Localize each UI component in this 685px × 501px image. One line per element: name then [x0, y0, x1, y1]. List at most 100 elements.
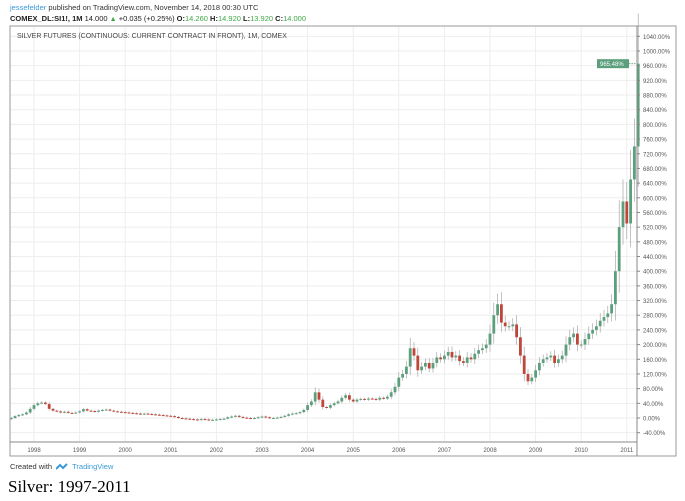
- candle-body: [169, 415, 173, 417]
- candle: [344, 392, 347, 400]
- candle: [234, 414, 237, 418]
- candle-body: [192, 419, 195, 421]
- candle: [93, 409, 97, 413]
- candle: [59, 410, 62, 414]
- x-tick-label: 2001: [164, 448, 178, 454]
- chart-frame: [9, 25, 677, 457]
- footer: Created with TradingView: [10, 462, 113, 471]
- candle-body: [329, 405, 332, 408]
- candle: [226, 416, 230, 420]
- candle-body: [218, 419, 222, 421]
- author-link[interactable]: jessefelder: [10, 3, 47, 12]
- tradingview-link[interactable]: TradingView: [72, 462, 114, 471]
- candle-body: [203, 419, 207, 421]
- candle: [621, 179, 625, 245]
- candle: [382, 396, 385, 400]
- candle: [427, 358, 431, 373]
- candle-body: [82, 409, 85, 412]
- y-tick-label: 680.00%: [643, 167, 667, 173]
- caption: Silver: 1997-2011: [8, 477, 131, 496]
- candle: [44, 401, 47, 406]
- candle-body: [306, 405, 309, 410]
- last-price: 14.000: [84, 14, 108, 23]
- candle: [82, 407, 85, 413]
- axes: -40.00% 0.00% 40.00% 80.00% 120.00% 160.00% 20…: [9, 25, 677, 457]
- candle-body: [188, 418, 192, 420]
- candle-body: [595, 326, 598, 330]
- candle-body: [150, 413, 154, 415]
- candle: [617, 200, 621, 293]
- candle-body: [154, 414, 157, 416]
- candle-body: [397, 377, 401, 387]
- candle-body: [469, 357, 473, 360]
- candle: [332, 401, 336, 407]
- candle: [112, 409, 116, 413]
- candle-body: [435, 357, 439, 363]
- candle-body: [294, 413, 298, 415]
- candle: [629, 149, 632, 248]
- candle-body: [416, 355, 420, 371]
- candle: [587, 326, 591, 345]
- candle: [268, 416, 271, 419]
- candle: [340, 395, 344, 404]
- y-tick-label: 440.00%: [643, 255, 667, 261]
- candle-body: [9, 418, 13, 420]
- candle: [272, 416, 275, 419]
- candle: [443, 350, 446, 364]
- candle-body: [439, 357, 442, 360]
- y-tick-label: 360.00%: [643, 284, 667, 290]
- candle-body: [465, 357, 469, 363]
- candle-body: [431, 362, 435, 369]
- candle: [450, 346, 454, 362]
- x-tick-label: 2004: [301, 448, 315, 454]
- candle: [313, 387, 317, 406]
- y-tick-label: 200.00%: [643, 343, 667, 349]
- candle: [469, 353, 473, 363]
- candle: [161, 413, 165, 417]
- candle: [348, 392, 351, 402]
- last-value-label: 965.48%: [600, 62, 624, 68]
- y-tick-label: 640.00%: [643, 182, 667, 188]
- candle: [465, 351, 469, 368]
- candle: [74, 411, 78, 415]
- candle-body: [264, 416, 268, 418]
- candle-body: [120, 411, 123, 413]
- candle: [25, 411, 28, 416]
- candle-body: [173, 416, 176, 418]
- candle-body: [237, 415, 241, 417]
- y-tick-label: 480.00%: [643, 240, 667, 246]
- candle: [199, 418, 203, 421]
- candle-body: [249, 418, 252, 419]
- candle: [215, 418, 218, 421]
- candle-body: [617, 227, 621, 272]
- candle-body: [260, 416, 264, 418]
- candle: [336, 399, 340, 405]
- candle: [116, 410, 119, 413]
- candle-body: [142, 413, 146, 415]
- candle-body: [123, 412, 127, 414]
- candle-body: [321, 399, 325, 407]
- candle-body: [139, 413, 142, 415]
- candle: [462, 357, 465, 367]
- candle: [560, 350, 564, 364]
- candle-body: [332, 403, 336, 406]
- candle: [435, 351, 439, 368]
- candle-body: [484, 344, 488, 349]
- candle-body: [458, 355, 461, 362]
- candle-body: [446, 351, 450, 356]
- candle-body: [158, 414, 161, 416]
- candle-body: [530, 377, 534, 382]
- candle: [473, 347, 477, 364]
- candle: [625, 182, 629, 239]
- candle-body: [614, 271, 617, 305]
- candle: [606, 305, 610, 324]
- candle-body: [74, 412, 78, 414]
- candle-body: [104, 409, 108, 411]
- candle: [184, 417, 188, 420]
- candle-body: [279, 416, 283, 418]
- candle-body: [636, 63, 640, 147]
- candle: [598, 312, 602, 333]
- candle: [397, 371, 401, 392]
- candle-body: [317, 392, 321, 400]
